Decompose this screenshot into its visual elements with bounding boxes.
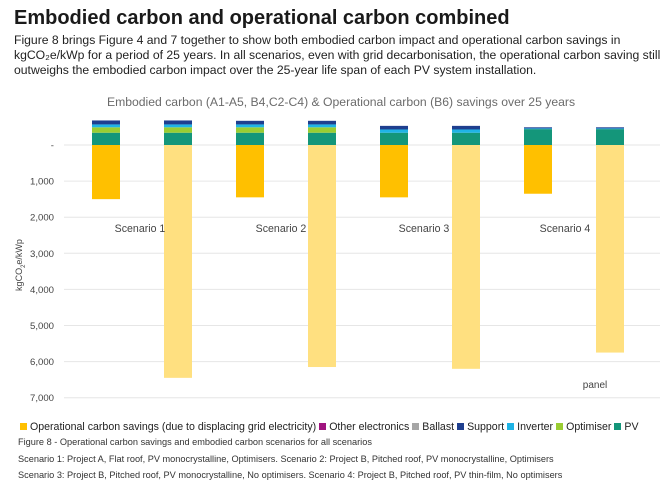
bar-segment-support xyxy=(308,120,336,125)
bar-segment-support xyxy=(524,127,552,129)
legend-label: Ballast xyxy=(422,421,455,433)
bar-operational-savings xyxy=(236,145,264,198)
bar-segment-optimiser xyxy=(308,127,336,133)
bar-segment-pv xyxy=(308,132,336,145)
legend-swatch xyxy=(457,423,465,430)
embodied-operational-chart: Embodied carbon (A1-A5, B4,C2-C4) & Oper… xyxy=(14,95,660,404)
bar-operational-savings xyxy=(452,145,480,369)
legend-label: PV xyxy=(624,421,639,433)
legend-item: PV xyxy=(614,421,639,433)
y-tick-label: 7,000 xyxy=(30,393,54,404)
legend-item: Other electronics xyxy=(319,421,409,433)
bar-segment-support xyxy=(92,120,120,125)
bar-operational-savings xyxy=(524,145,552,194)
legend-item: Optimiser xyxy=(556,421,611,433)
bar-segment-inverter xyxy=(380,129,408,133)
bar-segment-inverter xyxy=(452,129,480,133)
scenario-label: Scenario 3 xyxy=(399,223,450,235)
legend-label: Other electronics xyxy=(329,421,410,433)
bar-segment-pv xyxy=(452,132,480,145)
bar-segment-pv xyxy=(164,132,192,145)
bar-segment-support xyxy=(380,125,408,130)
legend-swatch xyxy=(614,423,622,430)
y-tick-label: 1,000 xyxy=(30,177,54,188)
bar-segment-pv xyxy=(380,132,408,145)
y-tick-label: 2,000 xyxy=(30,213,54,224)
bar-annotation: panel xyxy=(583,380,607,391)
intro-paragraph: Figure 8 brings Figure 4 and 7 together … xyxy=(14,33,661,77)
y-tick-label: 5,000 xyxy=(30,321,54,332)
legend-item: Operational carbon savings (due to displ… xyxy=(20,421,316,433)
bar-operational-savings xyxy=(92,145,120,200)
bar-segment-inverter xyxy=(524,128,552,130)
legend-swatch xyxy=(412,423,420,430)
scenario-label: Scenario 2 xyxy=(256,223,307,235)
bar-operational-savings xyxy=(596,145,624,353)
bar-operational-savings xyxy=(380,145,408,198)
legend-swatch xyxy=(556,423,564,430)
bar-segment-inverter xyxy=(596,128,624,130)
bar-segment-optimiser xyxy=(164,127,192,133)
legend-label: Inverter xyxy=(517,421,554,433)
legend-label: Support xyxy=(467,421,505,433)
bar-operational-savings xyxy=(164,145,192,378)
bar-segment-inverter xyxy=(164,124,192,128)
legend-label: Operational carbon savings (due to displ… xyxy=(30,421,317,433)
bar-segment-inverter xyxy=(92,124,120,128)
bar-segment-optimiser xyxy=(92,127,120,133)
bar-segment-inverter xyxy=(308,124,336,128)
chart-title: Embodied carbon (A1-A5, B4,C2-C4) & Oper… xyxy=(107,95,575,109)
figure-caption: Figure 8 - Operational carbon savings an… xyxy=(18,437,372,447)
bar-segment-support xyxy=(164,120,192,125)
legend-item: Inverter xyxy=(507,421,553,433)
y-tick-label: 3,000 xyxy=(30,249,54,260)
y-tick-label: 6,000 xyxy=(30,357,54,368)
bar-operational-savings xyxy=(308,145,336,368)
bar-segment-inverter xyxy=(236,124,264,128)
chart-legend: Operational carbon savings (due to displ… xyxy=(20,421,642,433)
legend-swatch xyxy=(507,423,515,430)
bar-segment-support xyxy=(596,127,624,129)
scenario-label: Scenario 4 xyxy=(540,223,591,235)
legend-swatch xyxy=(319,423,327,430)
bar-segment-support xyxy=(236,120,264,125)
scenario-note-1: Scenario 1: Project A, Flat roof, PV mon… xyxy=(18,454,554,464)
bar-segment-pv xyxy=(524,129,552,145)
y-tick-label: - xyxy=(51,141,54,152)
bar-segment-pv xyxy=(92,132,120,145)
legend-item: Support xyxy=(457,421,504,433)
bar-segment-optimiser xyxy=(236,127,264,133)
y-axis-label: kgCO2e/kWp xyxy=(14,239,27,291)
scenario-note-2: Scenario 3: Project B, Pitched roof, PV … xyxy=(18,470,563,480)
bar-segment-pv xyxy=(596,129,624,145)
legend-swatch xyxy=(20,423,27,430)
page-heading: Embodied carbon and operational carbon c… xyxy=(14,7,510,29)
y-tick-label: 4,000 xyxy=(30,285,54,296)
legend-label: Optimiser xyxy=(566,421,612,433)
scenario-label: Scenario 1 xyxy=(115,223,166,235)
bar-segment-pv xyxy=(236,132,264,145)
bar-segment-support xyxy=(452,125,480,130)
legend-item: Ballast xyxy=(412,421,454,433)
